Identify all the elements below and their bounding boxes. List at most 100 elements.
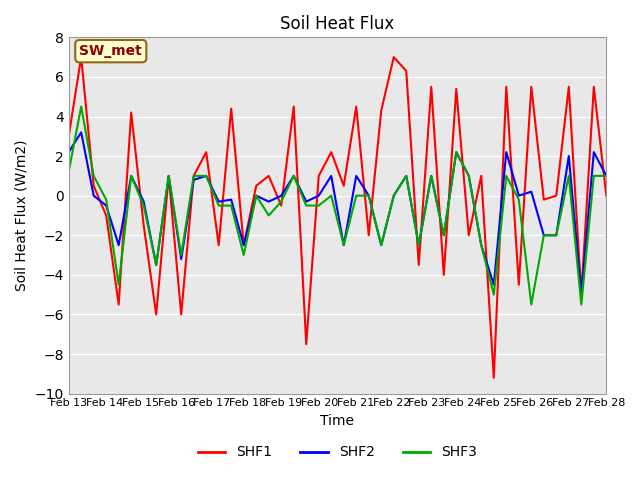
SHF1 — [77, 54, 85, 60]
SHF2 — [452, 149, 460, 155]
SHF1 — [340, 183, 348, 189]
SHF3 — [152, 262, 160, 268]
SHF1 — [552, 193, 560, 199]
SHF1 — [353, 104, 360, 109]
SHF1 — [403, 68, 410, 74]
SHF1 — [378, 108, 385, 113]
SHF2 — [315, 193, 323, 199]
SHF3 — [227, 203, 235, 208]
SHF1 — [215, 242, 223, 248]
SHF1 — [315, 173, 323, 179]
SHF2 — [215, 199, 223, 204]
SHF1 — [177, 312, 185, 317]
SHF2 — [140, 199, 148, 204]
SHF3 — [428, 173, 435, 179]
SHF1 — [277, 203, 285, 208]
SHF2 — [490, 282, 498, 288]
SHF2 — [177, 256, 185, 262]
SHF1 — [390, 54, 397, 60]
SHF3 — [540, 232, 548, 238]
SHF3 — [215, 203, 223, 208]
SHF2 — [440, 232, 447, 238]
SHF3 — [77, 104, 85, 109]
SHF3 — [290, 173, 298, 179]
SHF1 — [190, 173, 198, 179]
SHF2 — [252, 193, 260, 199]
Line: SHF3: SHF3 — [68, 107, 606, 304]
SHF3 — [477, 242, 485, 248]
SHF2 — [353, 173, 360, 179]
SHF3 — [165, 173, 173, 179]
SHF1 — [240, 242, 248, 248]
Line: SHF2: SHF2 — [68, 132, 606, 295]
SHF3 — [365, 193, 372, 199]
SHF2 — [565, 153, 573, 159]
SHF2 — [265, 199, 273, 204]
SHF1 — [477, 173, 485, 179]
SHF3 — [452, 149, 460, 155]
SHF1 — [328, 149, 335, 155]
SHF2 — [227, 197, 235, 203]
SHF3 — [465, 173, 472, 179]
SHF1 — [115, 301, 122, 307]
SHF2 — [602, 173, 610, 179]
SHF2 — [65, 149, 72, 155]
SHF3 — [602, 173, 610, 179]
SHF1 — [265, 173, 273, 179]
SHF1 — [540, 197, 548, 203]
SHF2 — [365, 193, 372, 199]
SHF1 — [227, 106, 235, 111]
SHF1 — [440, 272, 447, 278]
SHF3 — [527, 301, 535, 307]
SHF1 — [365, 232, 372, 238]
SHF1 — [165, 173, 173, 179]
SHF3 — [440, 232, 447, 238]
SHF1 — [140, 223, 148, 228]
SHF3 — [90, 173, 97, 179]
SHF1 — [452, 86, 460, 92]
SHF3 — [140, 203, 148, 208]
SHF2 — [202, 173, 210, 179]
SHF2 — [328, 173, 335, 179]
SHF3 — [403, 173, 410, 179]
SHF3 — [565, 173, 573, 179]
SHF3 — [202, 173, 210, 179]
SHF1 — [577, 292, 585, 298]
SHF2 — [465, 173, 472, 179]
SHF3 — [552, 232, 560, 238]
SHF3 — [590, 173, 598, 179]
SHF3 — [127, 173, 135, 179]
SHF3 — [177, 252, 185, 258]
SHF1 — [490, 375, 498, 381]
SHF1 — [415, 262, 422, 268]
SHF2 — [165, 173, 173, 179]
Legend: SHF1, SHF2, SHF3: SHF1, SHF2, SHF3 — [192, 440, 483, 465]
SHF2 — [552, 232, 560, 238]
SHF2 — [115, 242, 122, 248]
SHF3 — [240, 252, 248, 258]
SHF2 — [428, 173, 435, 179]
Text: SW_met: SW_met — [79, 44, 142, 58]
SHF3 — [277, 199, 285, 204]
SHF2 — [302, 199, 310, 204]
SHF3 — [577, 301, 585, 307]
SHF3 — [252, 193, 260, 199]
SHF1 — [602, 193, 610, 199]
SHF3 — [102, 197, 110, 203]
SHF1 — [428, 84, 435, 90]
SHF1 — [127, 109, 135, 115]
SHF2 — [77, 130, 85, 135]
SHF3 — [415, 242, 422, 248]
SHF1 — [102, 213, 110, 218]
SHF3 — [353, 193, 360, 199]
SHF1 — [502, 84, 510, 90]
SHF3 — [340, 242, 348, 248]
SHF1 — [527, 84, 535, 90]
SHF1 — [515, 282, 523, 288]
SHF3 — [190, 173, 198, 179]
SHF3 — [390, 193, 397, 199]
SHF2 — [477, 242, 485, 248]
X-axis label: Time: Time — [321, 414, 355, 428]
SHF1 — [252, 183, 260, 189]
SHF2 — [577, 292, 585, 298]
